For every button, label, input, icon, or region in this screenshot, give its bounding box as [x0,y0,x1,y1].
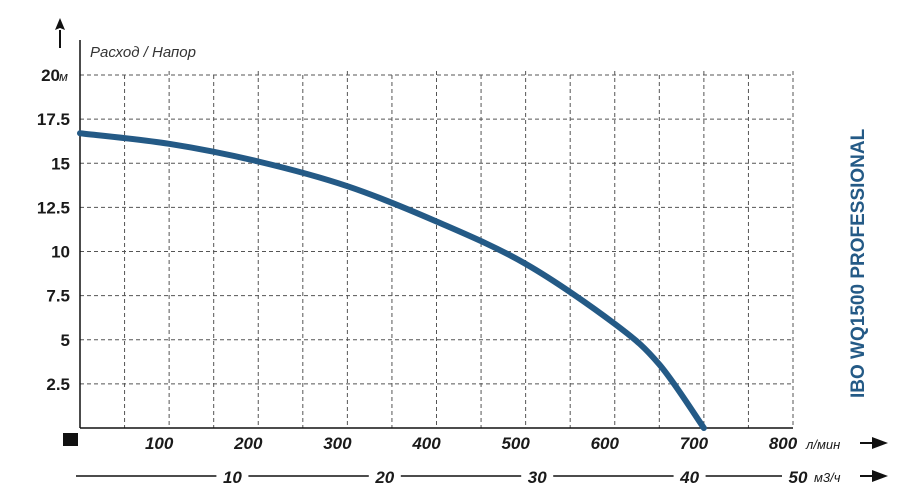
tick-labels: 20 17.5 15 12.5 10 7.5 5 2.5 м 100 200 300 400 500 600… [37,66,841,487]
x2-tick-bg [782,466,814,486]
x2-tick-bg [521,466,554,486]
y-tick-label: 2.5 [46,375,70,394]
y-tick-label: 15 [51,154,70,173]
y-tick-label: 20 [41,66,60,85]
grid-lines [80,71,794,428]
x2-axis-arrow [872,470,888,482]
x2-tick-bg [673,466,706,486]
x2-tick-label: 40 [679,468,699,487]
x-tick-label: 300 [323,434,352,453]
x-tick-label: 100 [145,434,174,453]
x2-tick-bg [368,466,401,486]
x2-tick-bg [216,466,249,486]
axes [55,18,888,482]
y-axis-arrow [55,18,65,30]
series-line [77,130,707,431]
x2-tick-label: 20 [374,468,394,487]
chart-title: IBO WQ1500 PROFESSIONAL [848,128,869,398]
x2-unit-label: м3/ч [814,470,841,485]
x-tick-label: 700 [680,434,709,453]
y-unit-label: м [59,69,68,84]
y-tick-label: 5 [61,331,70,350]
x-tick-label: 400 [411,434,441,453]
y-tick-label: 12.5 [37,198,70,217]
x2-tick-label: 50 [789,468,808,487]
y-axis-label: Расход / Напор [90,44,196,61]
x2-tick-label: 10 [223,468,242,487]
x-tick-label: 600 [591,434,620,453]
x-unit-label: л/мин [805,437,840,452]
x-axis-arrow [872,437,888,449]
x-tick-label: 200 [233,434,263,453]
x-tick-label: 500 [501,434,530,453]
origin-marker [63,433,78,446]
series-layer [77,130,707,431]
y-tick-label: 17.5 [37,110,70,129]
y-tick-label: 7.5 [46,287,70,306]
x-tick-label: 800 [769,434,798,453]
x2-tick-label: 30 [528,468,547,487]
y-tick-label: 10 [51,243,70,262]
